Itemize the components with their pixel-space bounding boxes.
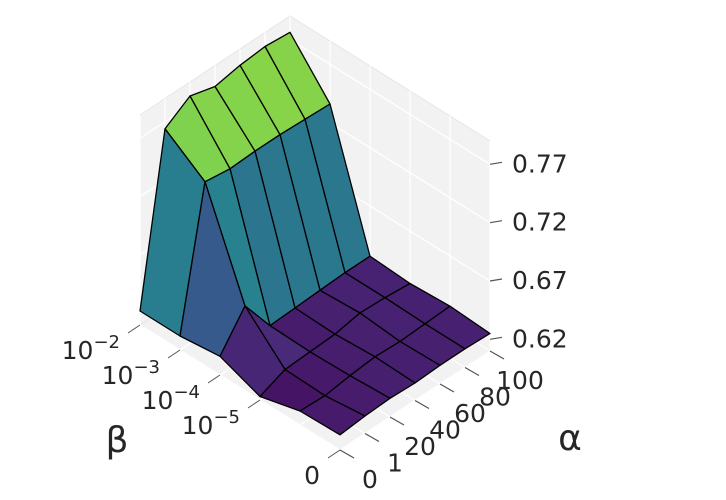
alpha-tick	[339, 449, 355, 459]
x-axis-label: β	[106, 420, 129, 461]
alpha-tick-label: 40	[429, 416, 461, 445]
beta-tick-label: 0	[304, 461, 320, 490]
alpha-tick	[489, 350, 505, 360]
alpha-tick-label: 80	[479, 383, 511, 412]
z-tick-label: 0.77	[512, 149, 568, 178]
alpha-tick	[389, 416, 405, 426]
z-tick-label: 0.62	[512, 324, 568, 353]
alpha-tick-label: 20	[404, 432, 436, 461]
beta-tick	[207, 374, 221, 384]
beta-tick-label: 10−5	[182, 407, 240, 440]
alpha-tick-label: 60	[454, 399, 486, 428]
beta-tick	[167, 349, 181, 359]
beta-tick-label: 10−3	[102, 357, 160, 390]
alpha-tick-label: 0	[362, 465, 378, 494]
surface-patch	[299, 395, 366, 436]
z-tick	[489, 220, 503, 224]
alpha-tick-label: 100	[496, 366, 544, 395]
alpha-tick	[464, 366, 480, 377]
z-tick	[489, 336, 503, 340]
alpha-tick	[364, 432, 380, 443]
tick-labels: 10−210−310−410−50 01204060801000.620.670.…	[62, 149, 568, 494]
tick-marks	[127, 161, 505, 459]
beta-tick-label: 10−4	[142, 382, 200, 415]
alpha-tick-label: 1	[387, 449, 403, 478]
beta-tick-label: 10−2	[62, 332, 120, 365]
y-axis-label: α	[558, 418, 582, 459]
z-tick	[489, 278, 503, 282]
z-tick	[489, 161, 503, 165]
alpha-tick	[439, 383, 455, 393]
beta-tick	[247, 399, 261, 409]
z-tick-label: 0.67	[512, 266, 568, 295]
surface-mesh	[139, 31, 491, 436]
beta-tick	[327, 449, 341, 459]
beta-tick	[127, 324, 141, 334]
alpha-tick	[414, 399, 430, 410]
z-tick-label: 0.72	[512, 208, 568, 237]
